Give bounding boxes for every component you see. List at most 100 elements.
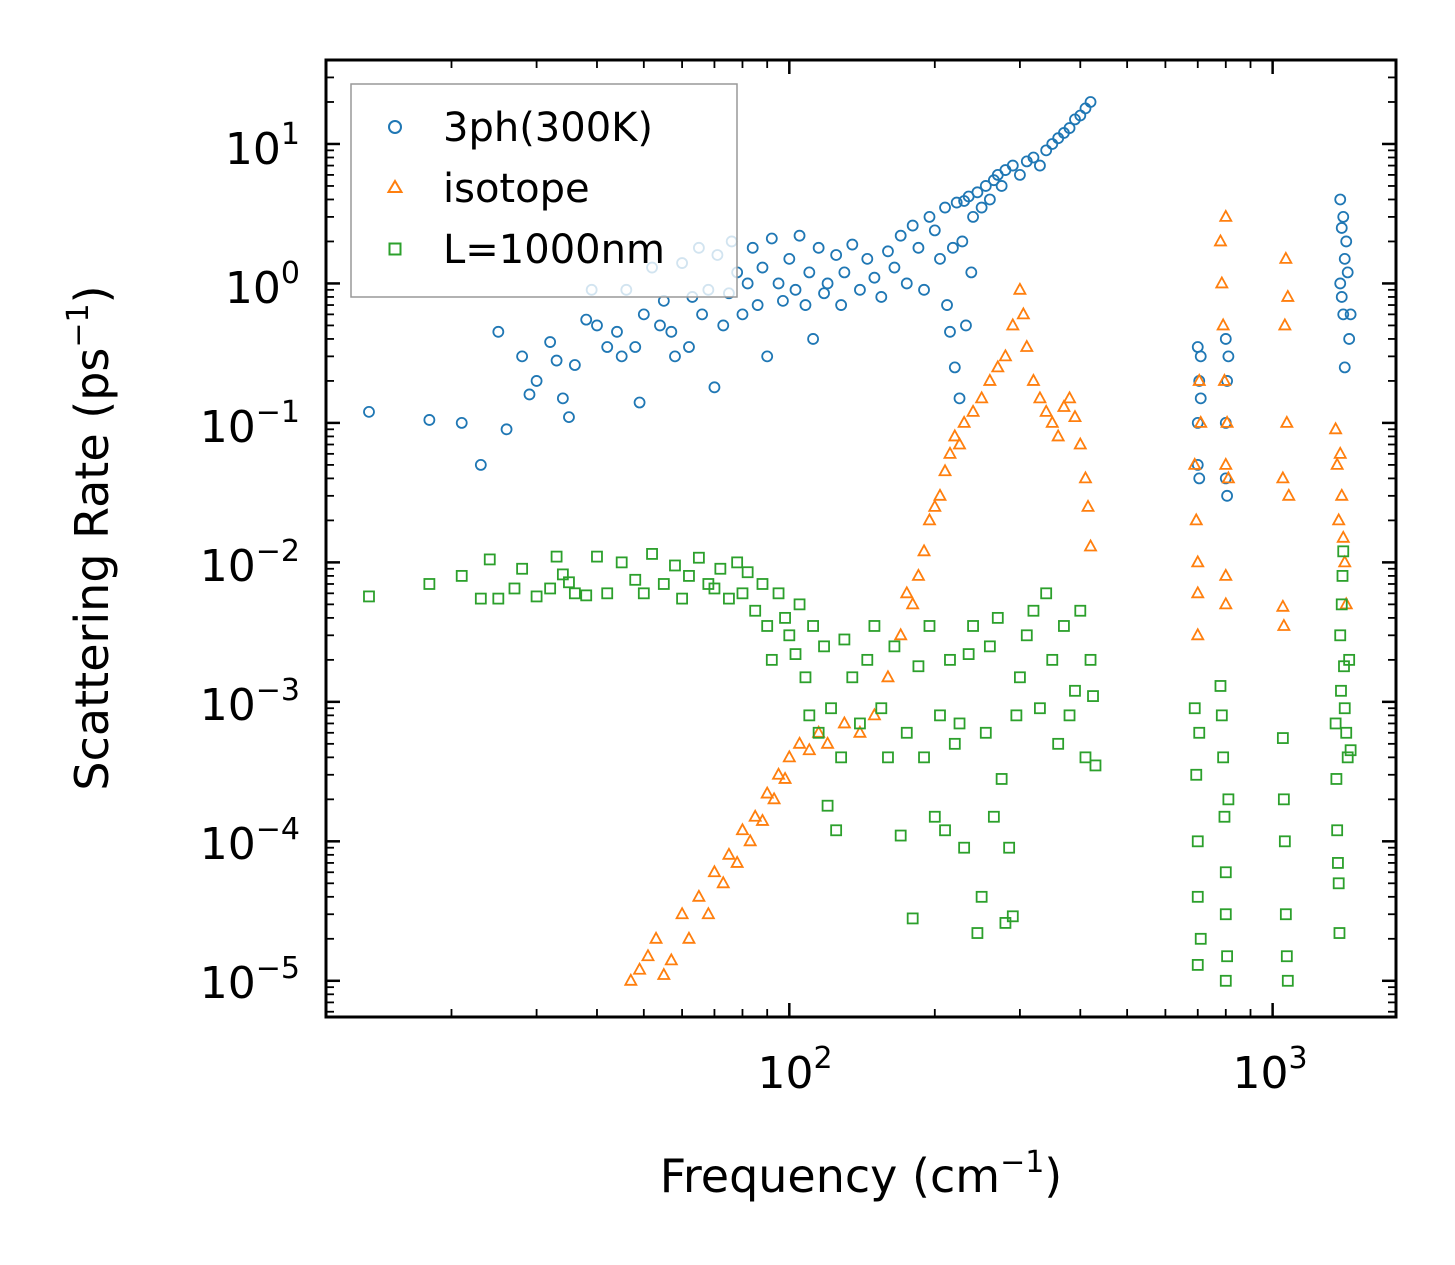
data-point-circle [1014,169,1026,181]
series-layer [363,96,1357,987]
legend-label-3ph: 3ph(300K) [443,105,653,151]
data-point-circle [1335,291,1348,303]
data-point-triangle [1218,568,1233,581]
data-point-triangle [1083,538,1098,552]
data-point-triangle [1187,457,1202,470]
data-point-circle [1006,159,1019,172]
legend-box [350,83,738,298]
data-point-square [1332,857,1344,869]
data-point-triangle [1192,373,1207,386]
data-point-square [1335,598,1348,611]
data-point-circle [894,229,907,242]
data-point-square [1336,569,1349,582]
data-point-circle [846,238,859,251]
data-point-circle [983,193,996,206]
data-point-square [1217,751,1230,764]
data-point-square [830,824,843,837]
data-point-triangle [1190,554,1205,568]
data-point-circle [1027,151,1040,164]
data-point-circle [1063,122,1076,134]
data-point-circle [615,350,628,363]
data-point-square [861,653,874,666]
data-point-circle [939,201,951,214]
data-point-square [906,912,919,925]
data-point-triangle [1337,554,1352,568]
data-point-triangle [1213,233,1228,247]
data-point-square [1040,587,1053,600]
data-point-square [854,717,866,730]
data-point-triangle [990,359,1005,373]
data-point-circle [550,354,563,367]
data-point-triangle [1078,470,1093,484]
x-tick-label-1000: 103 [1232,1041,1307,1099]
data-point-triangle [852,724,867,738]
y-tick-label-1e0: 100 [225,256,300,314]
data-point-triangle [771,766,786,780]
data-point-square [474,592,487,605]
data-point-triangle [1275,598,1290,612]
data-point-square [580,589,593,602]
data-point-circle [838,266,851,279]
legend-marker-isotope [386,179,404,193]
data-point-square [1034,702,1046,715]
y-tick-label-1e-5: 10−5 [200,951,300,1009]
data-point-circle [516,350,529,363]
data-point-triangle [730,855,745,868]
data-point-circle [918,283,930,296]
data-point-square [1337,545,1350,558]
data-point-triangle [1039,403,1054,417]
data-point-circle [953,392,966,405]
data-point-square [1329,717,1342,730]
data-point-circle [1194,350,1207,363]
data-point-square [846,671,859,684]
data-point-square [838,633,851,646]
data-point-square [835,751,848,764]
data-point-triangle [721,846,736,860]
data-point-square [1027,604,1040,617]
data-point-square [676,592,688,605]
data-point-square [995,773,1008,785]
data-point-circle [1341,266,1354,279]
data-point-circle [861,252,874,265]
data-point-circle [1219,333,1232,345]
data-point-circle [854,283,866,296]
data-point-circle [912,241,925,254]
data-point-circle [1337,308,1350,321]
data-point-circle [960,319,972,332]
data-point-triangle [947,428,962,442]
data-point-square [492,592,505,605]
data-point-square [1190,768,1203,781]
data-point-square [953,717,966,730]
y-tick-label-1e-4: 10−4 [200,812,300,870]
data-point-square [991,611,1004,624]
data-point-triangle [1032,390,1047,404]
data-point-circle [580,313,593,326]
data-point-triangle [905,596,920,610]
data-point-triangle [957,415,972,428]
data-point-circle [765,232,778,245]
data-point-square [1334,629,1347,642]
data-point-square [799,671,812,684]
legend-marker-3ph [388,120,402,134]
data-point-square [714,562,727,575]
data-point-triangle [998,348,1013,362]
data-point-circle [746,241,759,254]
data-point-triangle [1334,487,1349,501]
data-point-square [1087,690,1099,702]
data-point-triangle [623,972,638,986]
data-point-square [888,640,901,653]
data-point-square [928,810,941,823]
data-point-triangle [716,875,731,889]
data-point-square [789,648,802,660]
data-point-triangle [1067,409,1083,423]
data-point-square [591,550,603,563]
data-point-square [939,824,951,837]
data-point-square [683,569,695,582]
data-point-circle [1034,159,1046,172]
data-point-square [761,620,774,632]
data-point-circle [789,283,802,296]
data-point-square [944,653,956,666]
data-point-triangle [820,735,835,749]
data-point-square [948,737,961,750]
data-point-circle [777,294,789,307]
